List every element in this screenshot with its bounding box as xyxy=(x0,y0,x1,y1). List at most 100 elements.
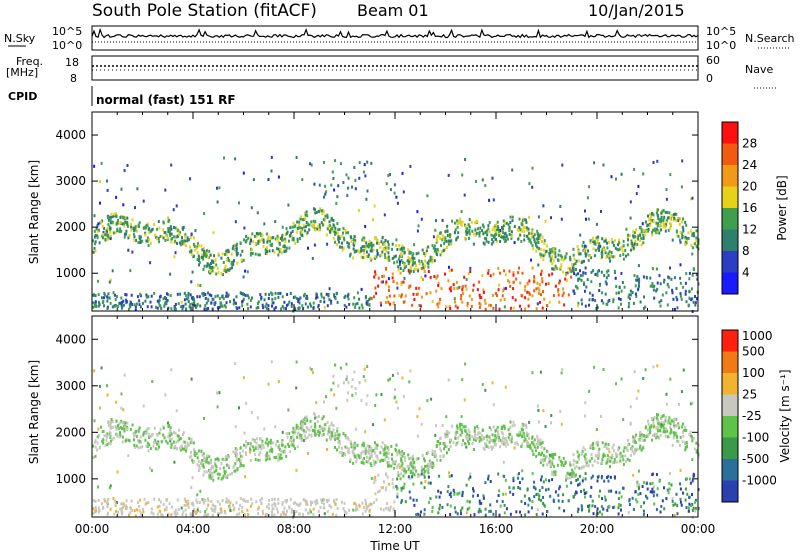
range-cell xyxy=(612,300,615,304)
range-cell xyxy=(473,437,475,441)
range-cell xyxy=(334,240,336,244)
range-cell xyxy=(207,513,210,516)
range-cell xyxy=(311,223,314,227)
range-cell xyxy=(549,259,552,263)
range-cell xyxy=(537,492,540,496)
range-cell xyxy=(402,269,405,272)
range-cell xyxy=(242,258,245,262)
range-cell xyxy=(596,475,599,479)
range-cell xyxy=(575,268,577,271)
range-cell xyxy=(139,511,142,515)
range-cell xyxy=(403,246,406,250)
range-cell xyxy=(249,459,252,462)
range-cell xyxy=(452,440,455,444)
range-cell xyxy=(655,211,658,215)
range-cell xyxy=(283,250,286,254)
range-cell xyxy=(251,248,254,252)
range-cell xyxy=(581,449,584,453)
range-cell xyxy=(499,445,502,449)
range-cell xyxy=(439,231,442,235)
range-cell xyxy=(174,444,177,448)
range-cell xyxy=(210,507,213,511)
range-cell xyxy=(508,438,511,441)
range-cell xyxy=(506,442,509,446)
range-cell xyxy=(363,450,366,454)
range-cell xyxy=(437,489,440,493)
range-cell xyxy=(204,293,207,296)
range-cell xyxy=(591,446,594,450)
range-cell xyxy=(358,297,361,301)
range-cell xyxy=(459,297,462,301)
range-cell xyxy=(687,236,690,240)
range-cell xyxy=(393,261,396,265)
range-cell xyxy=(637,264,640,268)
range-cell xyxy=(504,273,507,277)
range-cell xyxy=(365,250,368,254)
range-cell xyxy=(623,446,626,450)
range-cell xyxy=(179,437,182,440)
range-cell xyxy=(558,456,561,459)
range-cell xyxy=(682,422,685,426)
range-cell xyxy=(122,203,125,207)
range-cell xyxy=(663,420,666,424)
range-cell xyxy=(461,300,464,304)
range-cell xyxy=(162,228,165,232)
range-cell xyxy=(333,435,336,439)
range-cell xyxy=(127,236,130,240)
range-cell xyxy=(517,443,520,446)
range-cell xyxy=(606,241,608,245)
range-cell xyxy=(691,508,694,512)
range-cell xyxy=(541,486,544,490)
range-cell xyxy=(116,229,119,233)
range-cell xyxy=(455,443,458,447)
range-cell xyxy=(199,304,202,308)
range-cell xyxy=(211,259,214,263)
range-cell xyxy=(660,220,663,224)
range-cell xyxy=(393,500,396,504)
range-cell xyxy=(597,456,600,460)
range-cell xyxy=(223,470,226,474)
range-cell xyxy=(279,248,282,251)
range-cell xyxy=(233,451,236,455)
range-cell xyxy=(250,247,252,251)
range-cell xyxy=(659,434,662,438)
range-cell xyxy=(387,277,390,281)
range-cell xyxy=(362,170,365,174)
range-cell xyxy=(482,291,485,294)
range-cell xyxy=(551,272,554,276)
range-cell xyxy=(262,244,265,248)
range-cell xyxy=(662,221,665,225)
range-cell xyxy=(352,242,355,246)
range-cell xyxy=(606,302,609,306)
range-cell xyxy=(361,501,364,505)
range-cell xyxy=(323,502,326,506)
range-cell xyxy=(368,298,371,302)
range-cell xyxy=(92,305,95,309)
range-cell xyxy=(512,486,515,490)
range-cell xyxy=(637,493,640,497)
range-cell xyxy=(482,288,485,292)
range-cell xyxy=(567,499,570,503)
range-cell xyxy=(183,440,186,444)
range-cell xyxy=(92,444,95,448)
range-cell xyxy=(499,233,502,237)
range-cell xyxy=(106,512,109,516)
range-cell xyxy=(242,275,245,279)
range-cell xyxy=(519,304,521,308)
range-cell xyxy=(268,454,271,458)
range-cell xyxy=(575,259,578,263)
range-cell xyxy=(633,370,636,374)
range-cell xyxy=(122,299,125,303)
range-cell xyxy=(309,500,312,504)
range-cell xyxy=(440,287,443,291)
range-cell xyxy=(336,448,338,452)
range-cell xyxy=(401,244,404,248)
range-cell xyxy=(147,433,150,437)
range-cell xyxy=(338,237,341,240)
range-cell xyxy=(399,477,402,481)
range-cell xyxy=(671,288,674,292)
range-cell xyxy=(205,513,208,517)
range-cell xyxy=(373,295,375,299)
range-cell xyxy=(488,221,491,224)
range-cell xyxy=(181,447,184,451)
